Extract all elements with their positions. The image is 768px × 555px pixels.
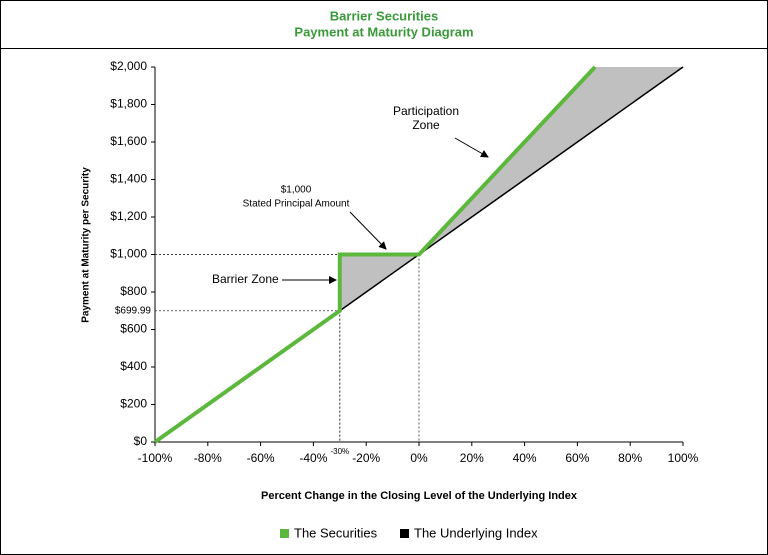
series-line [153, 65, 597, 444]
y-tick-label: $400 [120, 359, 147, 373]
y-tick-label: $699.99 [115, 305, 152, 316]
y-tick-label: $200 [120, 397, 147, 411]
x-tick-label: -60% [247, 451, 275, 465]
x-tick-label: -40% [299, 451, 327, 465]
x-tick-label: 60% [565, 451, 589, 465]
y-tick-label: $1,600 [110, 134, 147, 148]
annotation: Participation [393, 104, 459, 118]
x-tick-label: -20% [352, 451, 380, 465]
legend-label: The Securities [294, 525, 378, 540]
y-tick-label: $1,000 [110, 247, 147, 261]
x-tick-label: 80% [618, 451, 642, 465]
y-tick-label: $1,200 [110, 209, 147, 223]
annotation-arrow [349, 211, 387, 250]
annotation: Zone [412, 118, 440, 132]
x-tick-label: -80% [194, 451, 222, 465]
legend-label: The Underlying Index [414, 525, 538, 540]
y-tick-label: $2,000 [110, 59, 147, 73]
x-tick-label: 100% [668, 451, 699, 465]
annotation: Stated Principal Amount [243, 199, 350, 210]
x-tick-label: -30% [330, 447, 349, 456]
x-axis-title: Percent Change in the Closing Level of t… [261, 490, 578, 502]
y-axis-title: Payment at Maturity per Security [81, 167, 92, 323]
legend-swatch [280, 529, 289, 538]
x-tick-label: -100% [138, 451, 173, 465]
chart-title: Barrier Securities [330, 8, 438, 23]
y-tick-label: $0 [134, 434, 148, 448]
annotation-arrow [454, 137, 489, 158]
y-tick-label: $800 [120, 284, 147, 298]
y-tick-label: $1,800 [110, 97, 147, 111]
x-tick-label: 0% [410, 451, 428, 465]
annotation: $1,000 [281, 185, 312, 196]
chart-subtitle: Payment at Maturity Diagram [294, 24, 473, 39]
y-tick-label: $600 [120, 322, 147, 336]
legend-swatch [400, 529, 409, 538]
x-tick-label: 20% [460, 451, 484, 465]
annotation: Barrier Zone [212, 272, 279, 286]
y-tick-label: $1,400 [110, 172, 147, 186]
x-tick-label: 40% [513, 451, 537, 465]
